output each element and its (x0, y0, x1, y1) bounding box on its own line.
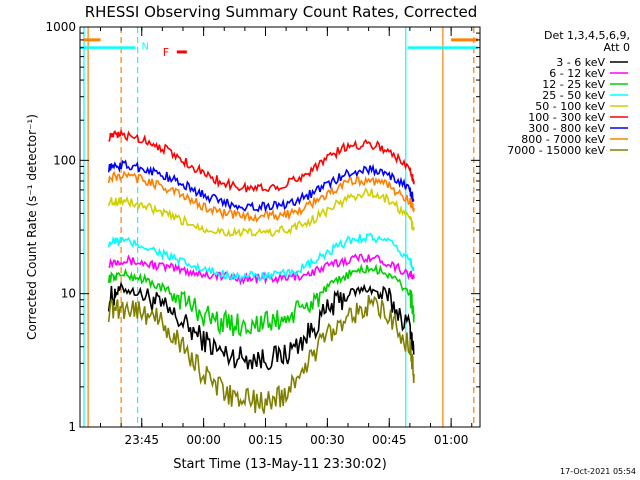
legend-label: 7000 - 15000 keV (507, 144, 605, 157)
series-line (108, 128, 415, 193)
legend-label: 100 - 300 keV (528, 111, 605, 124)
legend-label: 300 - 800 keV (528, 122, 605, 135)
x-tick-label: 00:45 (372, 433, 407, 447)
legend-label: 50 - 100 keV (535, 100, 605, 113)
legend-header-attenuator: Att 0 (604, 41, 630, 54)
series-line (107, 232, 415, 282)
series-line (107, 159, 415, 214)
series-line (107, 281, 415, 371)
series-line (107, 263, 415, 337)
legend-label: 800 - 7000 keV (521, 133, 605, 146)
legend-label: 25 - 50 keV (542, 89, 605, 102)
vertical-markers (83, 27, 475, 427)
x-tick-label: 23:45 (124, 433, 159, 447)
x-axis-ticks: 23:45 00:00 00:15 00:30 00:45 01:00 (99, 27, 473, 447)
series-line (108, 253, 415, 286)
series-line (107, 186, 415, 238)
x-tick-label: 00:15 (248, 433, 283, 447)
x-tick-label: 00:30 (310, 433, 345, 447)
legend-label: 3 - 6 keV (556, 56, 605, 69)
plot-frame (79, 26, 481, 428)
generated-timestamp: 17-Oct-2021 05:54 (560, 467, 636, 476)
y-tick-label: 10 (61, 287, 76, 301)
y-tick-label: 100 (53, 153, 76, 167)
chart-title: RHESSI Observing Summary Count Rates, Co… (85, 3, 478, 21)
x-tick-label: 00:00 (186, 433, 221, 447)
x-tick-label: 01:00 (434, 433, 469, 447)
series-lines (107, 128, 415, 414)
series-line (107, 294, 415, 414)
y-axis-ticks: 1 10 100 1000 (45, 20, 480, 434)
y-axis-label: Corrected Count Rate (s⁻¹ detector⁻¹) (25, 114, 39, 340)
legend-label: 6 - 12 keV (549, 67, 605, 80)
legend-header-detectors: Det 1,3,4,5,6,9, (544, 29, 630, 42)
y-tick-label: 1 (68, 420, 76, 434)
flag-label: F (163, 46, 169, 59)
y-tick-label: 1000 (45, 20, 76, 34)
series-line (107, 170, 415, 223)
night-label: N (142, 42, 149, 53)
legend-label: 12 - 25 keV (542, 78, 605, 91)
x-axis-label: Start Time (13-May-11 23:30:02) (173, 457, 387, 472)
